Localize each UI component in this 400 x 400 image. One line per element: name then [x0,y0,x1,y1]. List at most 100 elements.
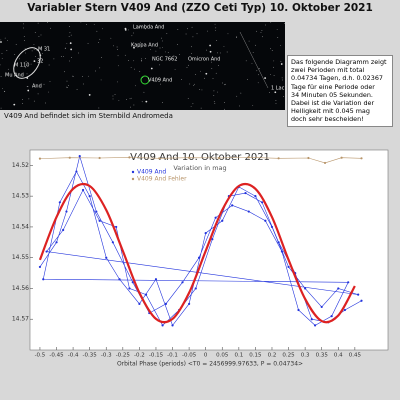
star [209,50,212,53]
star [34,55,36,57]
star [37,22,39,24]
star [252,105,254,106]
star [186,67,188,68]
star [239,105,240,107]
star-label: Lambda And [133,25,164,31]
star [193,83,195,85]
data-point [217,156,221,160]
star [70,48,73,51]
star [99,38,101,40]
star [66,43,68,45]
data-point [310,318,313,321]
galaxy-outline [13,47,41,79]
legend-label: V409 And [137,169,166,176]
star [33,48,35,50]
star [67,87,68,88]
x-tick-label: 0.25 [282,353,295,359]
star [2,88,3,89]
star [191,53,192,54]
y-tick-label: 14.57 [12,316,29,323]
x-tick-label: -0.05 [182,353,197,359]
data-point [188,302,191,305]
data-point [164,302,168,305]
data-point [330,315,333,318]
star [174,69,176,70]
star [187,98,189,99]
star [118,100,120,102]
star [155,50,157,52]
y-tick-label: 14.53 [12,193,29,200]
star [130,97,132,99]
star [223,46,225,47]
star [38,36,40,37]
star [28,98,30,100]
star [72,76,74,77]
star [42,53,43,55]
star [200,107,202,109]
star [23,36,25,37]
star [252,51,254,53]
info-line: Das folgende Diagramm zeigt [291,58,387,66]
star [245,60,247,62]
star [33,100,35,102]
star [191,46,192,48]
star [224,102,225,103]
star [281,79,283,81]
x-tick-label: 0.4 [334,353,343,359]
star [181,79,182,80]
star [133,46,135,49]
info-line: doch sehr bescheiden! [291,115,364,124]
info-line: zwei Perioden mit total [291,66,365,75]
star [43,83,45,85]
star [251,63,253,64]
star [47,45,49,47]
x-tick-label: -0.45 [49,353,64,359]
data-point [247,156,250,159]
star [167,52,169,53]
star [270,74,271,75]
star [129,98,131,100]
star [177,29,179,30]
star [50,27,51,29]
star [15,44,17,45]
star [281,77,283,79]
star [22,98,23,100]
star [124,27,127,30]
star [217,91,218,93]
star [161,40,163,42]
data-point [357,293,360,296]
star [26,86,28,87]
data-point [111,241,114,244]
x-tick-label: 0 [204,353,208,359]
star [25,52,26,54]
star [133,104,135,106]
star [210,61,212,63]
star [87,75,89,77]
star-label: NGC 7662 [152,57,177,63]
star [0,107,2,109]
x-tick-label: -0.5 [35,353,46,359]
star [224,83,226,85]
star [69,26,70,27]
data-point [287,265,290,269]
data-point [95,210,98,213]
data-point [158,157,161,160]
star [100,79,102,81]
star [191,26,193,28]
star [188,64,189,66]
star [280,60,282,62]
star [128,29,129,31]
star [124,54,126,56]
x-tick-label: -0.4 [68,353,79,359]
star [99,67,101,69]
star [60,56,62,57]
star [69,32,71,34]
star [93,24,95,25]
star [271,50,273,51]
star [37,93,39,95]
data-point [254,195,257,198]
star [219,52,221,54]
star-label: 32 [37,59,43,65]
series-line [39,154,362,327]
star [22,23,24,25]
